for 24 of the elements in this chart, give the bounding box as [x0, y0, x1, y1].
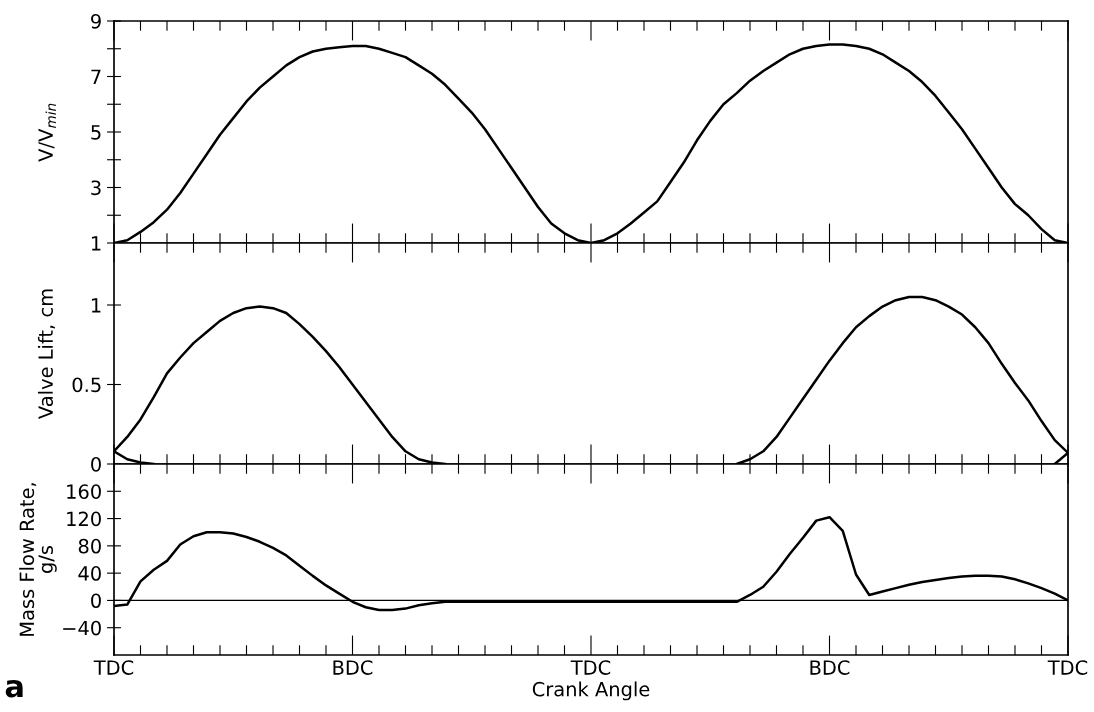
y-tick-label: −40 — [63, 620, 101, 636]
y-tick-label: 1 — [91, 236, 101, 251]
y-tick-label: 160 — [67, 484, 101, 499]
x-tick-label: BDC — [333, 660, 373, 675]
x-tick-label: TDC — [570, 660, 611, 675]
x-tick-label: BDC — [810, 660, 850, 675]
y-tick-label: 3 — [91, 180, 101, 196]
y-tick-label: 40 — [78, 566, 101, 581]
y-tick-label: 9 — [91, 13, 101, 29]
x-tick-label: TDC — [1047, 660, 1088, 675]
y-tick-label: 1 — [91, 298, 101, 313]
x-axis-title: Crank Angle — [532, 681, 650, 701]
y-axis-title: Valve Lift, cm — [37, 289, 55, 419]
y-tick-label: 0.5 — [72, 377, 101, 393]
y-tick-label: 120 — [67, 511, 101, 527]
text: a — [5, 679, 23, 698]
y-tick-label: 5 — [91, 125, 101, 140]
y-axis-title: V/V$_{min}$ — [38, 103, 56, 162]
y-tick-label: 80 — [78, 538, 101, 554]
y-tick-label: 0 — [91, 593, 101, 609]
y-tick-label: 7 — [91, 69, 101, 84]
y-tick-label: 0 — [91, 456, 101, 472]
x-tick-label: TDC — [93, 660, 134, 675]
y-axis-title: Mass Flow Rate, g/s — [19, 483, 57, 636]
